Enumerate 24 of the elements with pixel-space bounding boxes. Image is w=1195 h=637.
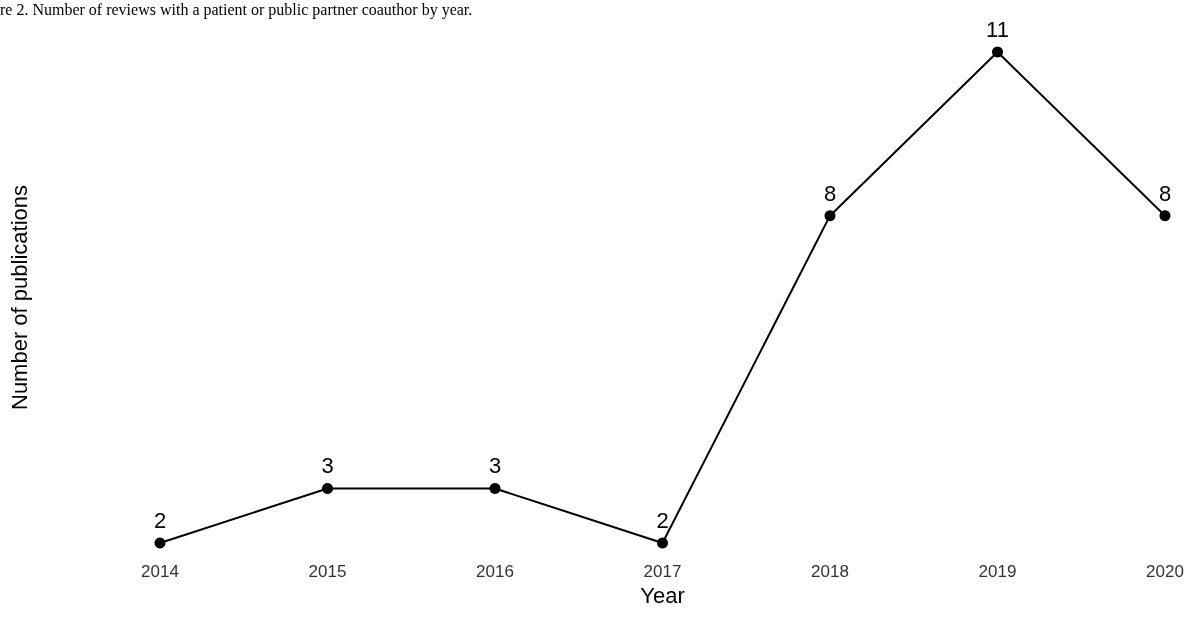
point: [322, 482, 333, 494]
y-axis-title: Number of publications: [6, 184, 32, 411]
x-tick-label: 2020: [1146, 562, 1184, 581]
point: [1159, 210, 1171, 222]
x-tick-label: 2015: [308, 562, 347, 581]
x-tick-label: 2018: [811, 562, 849, 581]
x-tick-label: 2019: [978, 562, 1017, 581]
point: [992, 46, 1003, 58]
data-label: 8: [823, 180, 837, 206]
x-tick-label: 2016: [476, 562, 514, 581]
data-label: 3: [488, 453, 502, 479]
data-label: 2: [656, 508, 669, 533]
data-label: 2: [153, 508, 167, 533]
chart-title: re 2. Number of reviews with a patient or public partner coauthor by year.: [0, 1, 473, 19]
x-axis-title: Year: [640, 583, 685, 609]
x-tick-label: 2014: [141, 562, 179, 581]
data-label: 8: [1158, 180, 1172, 206]
point: [824, 210, 836, 222]
data-label: 11: [986, 17, 1009, 42]
data-label: 3: [321, 453, 334, 479]
point: [154, 537, 166, 549]
point: [657, 537, 668, 549]
point: [489, 482, 501, 494]
x-tick-label: 2017: [643, 562, 682, 581]
